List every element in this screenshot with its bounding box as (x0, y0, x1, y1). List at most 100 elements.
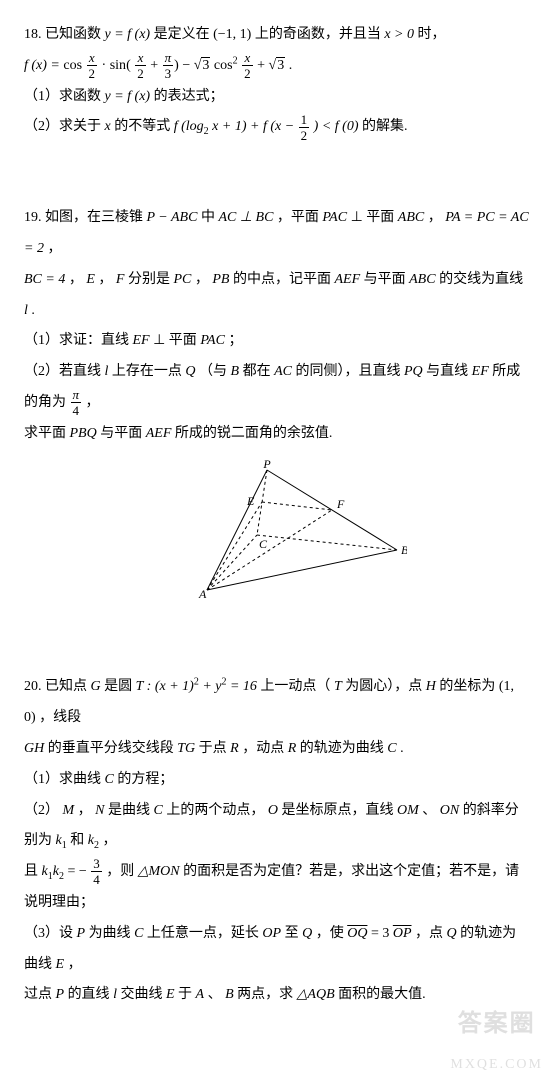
P: P (77, 926, 86, 941)
text: 与平面 (364, 272, 410, 287)
M: M (63, 803, 75, 818)
dmon: △MON (138, 864, 180, 879)
bc: BC = 4 (24, 272, 65, 287)
A: A (196, 987, 205, 1002)
text: 的坐标为 (439, 679, 499, 694)
p20-q2b: 且 k1k2 = − 34 ，则 △MON 的面积是否为定值？若是，求出这个定值… (24, 857, 529, 919)
text: 过点 (24, 987, 56, 1002)
OP: OP (393, 926, 412, 941)
P: P (56, 987, 65, 1002)
text: 的不等式 (114, 119, 174, 134)
frac-half: 12 (299, 113, 310, 142)
perp: ⊥ 平面 (351, 210, 398, 225)
Tc: T (334, 679, 342, 694)
cm: 、 (422, 803, 436, 818)
svg-text:P: P (262, 460, 271, 471)
F: F (116, 272, 125, 287)
text: 为曲线 (89, 926, 135, 941)
lt: ) < f (0) (314, 119, 359, 134)
text: （2） (24, 803, 59, 818)
text: ， (69, 272, 83, 287)
cm: ， (78, 803, 92, 818)
O: O (268, 803, 278, 818)
frac-x2c: x2 (242, 51, 253, 80)
cm: ， (47, 241, 61, 256)
l: l (105, 364, 109, 379)
text: 分别是 (128, 272, 174, 287)
text: 的解集. (362, 119, 408, 134)
B: B (225, 987, 234, 1002)
frac-x2b: x2 (135, 51, 146, 80)
frac-pi4: π4 (71, 388, 82, 417)
text: . (31, 303, 35, 318)
p19-figure: P E F C B A (24, 460, 529, 613)
svg-text:F: F (336, 497, 345, 511)
ABC: ABC (409, 272, 435, 287)
daqb: △AQB (297, 987, 335, 1002)
Q: Q (447, 926, 457, 941)
eq: y = f (x) (105, 27, 151, 42)
text: 为圆心），点 (345, 679, 426, 694)
problem-20: 20. 已知点 G 是圆 T : (x + 1)2 + y2 = 16 上一动点… (24, 672, 529, 1011)
text: 的中点，记平面 (233, 272, 335, 287)
text: 的轨迹为曲线 (300, 741, 388, 756)
text: （1）求函数 (24, 89, 105, 104)
EF: EF (133, 333, 150, 348)
p20-q1: （1）求曲线 C 的方程； (24, 765, 529, 796)
gh: GH (24, 741, 44, 756)
text: 至 (285, 926, 303, 941)
OM: OM (397, 803, 419, 818)
OP: OP (262, 926, 281, 941)
cos: cos (63, 58, 82, 73)
C: C (105, 772, 114, 787)
p20-intro: 20. 已知点 G 是圆 T : (x + 1)2 + y2 = 16 上一动点… (24, 672, 529, 734)
p20-q2: （2） M ， N 是曲线 C 上的两个动点， O 是坐标原点，直线 OM 、 … (24, 796, 529, 858)
text: ，使 (316, 926, 348, 941)
ON: ON (440, 803, 459, 818)
p20-q3b: 过点 P 的直线 l 交曲线 E 于 A 、 B 两点，求 △AQB 面积的最大… (24, 980, 529, 1011)
H: H (426, 679, 436, 694)
eq: = 3 (371, 926, 389, 941)
eq: = − (67, 864, 86, 879)
text: 是圆 (104, 679, 136, 694)
sqrt3b: 3 (269, 51, 286, 82)
text: 上的奇函数，并且当 (255, 27, 385, 42)
text: 是定义在 (154, 27, 214, 42)
text: 的直线 (68, 987, 114, 1002)
text: （2）求关于 (24, 119, 105, 134)
abc: ABC (398, 210, 424, 225)
text: 且 (24, 864, 42, 879)
text: 时， (418, 27, 446, 42)
p18-formula: f (x) = cos x2 · sin( x2 + π3) − 3 cos2 … (24, 51, 529, 82)
C: C (387, 741, 396, 756)
text: 都在 (243, 364, 275, 379)
text: 面积的最大值. (338, 987, 426, 1002)
text: ，点 (415, 926, 447, 941)
cond: x > 0 (384, 27, 414, 42)
svg-text:E: E (246, 494, 255, 508)
C: C (134, 926, 143, 941)
text: 的方程； (117, 772, 173, 787)
text: 上任意一点，延长 (147, 926, 263, 941)
text: . (400, 741, 404, 756)
p18-q1: （1）求函数 y = f (x) 的表达式； (24, 82, 529, 113)
cos2: cos (214, 58, 233, 73)
pabc: P − ABC (147, 210, 198, 225)
flog: f (log (174, 119, 204, 134)
cm: ， (195, 272, 209, 287)
Q: Q (302, 926, 312, 941)
problem-18: 18. 已知函数 y = f (x) 是定义在 (−1, 1) 上的奇函数，并且… (24, 20, 529, 143)
text: 于点 (199, 741, 231, 756)
plus: + (150, 58, 161, 73)
PC: PC (173, 272, 191, 287)
text: 的垂直平分线交线段 (48, 741, 178, 756)
AEF: AEF (146, 426, 172, 441)
text: 是曲线 (108, 803, 154, 818)
tetrahedron-diagram: P E F C B A (147, 460, 407, 600)
svg-text:B: B (401, 543, 407, 557)
OQ: OQ (347, 926, 367, 941)
p20-intro2: GH 的垂直平分线交线段 TG 于点 R ，动点 R 的轨迹为曲线 C . (24, 734, 529, 765)
text: 是坐标原点，直线 (281, 803, 397, 818)
PBQ: PBQ (70, 426, 97, 441)
text: （2）若直线 (24, 364, 105, 379)
